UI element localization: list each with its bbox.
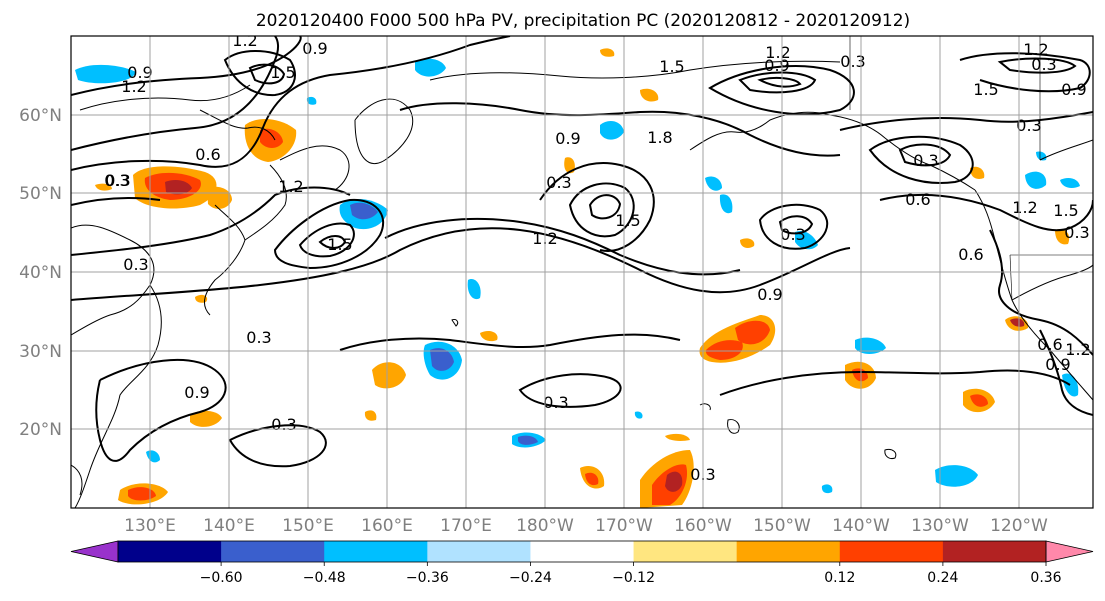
lon-label: 180°W [516, 516, 574, 536]
lon-label: 160°E [361, 516, 413, 536]
precipitation-shading [75, 48, 1080, 508]
colorbar-tick-label: −0.48 [303, 570, 346, 586]
map-frame [70, 35, 1094, 509]
contour-label: 1.8 [647, 128, 672, 147]
colorbar-segment [221, 541, 325, 562]
contour-label: 1.5 [327, 235, 352, 254]
contour-label: 0.3 [543, 393, 568, 412]
colorbar-tick-label: −0.24 [509, 570, 552, 586]
colorbar-frame [117, 540, 1047, 563]
colorbar-extend-low [70, 540, 119, 563]
colorbar-segment [942, 541, 1047, 562]
coastlines [71, 60, 1093, 508]
contour-labels: 1.20.91.21.50.90.60.30.31.21.50.30.91.51… [104, 31, 1090, 484]
contour-label: 0.9 [184, 383, 209, 402]
contour-label: 1.5 [1053, 201, 1078, 220]
colorbar-tick-label: 0.24 [927, 570, 958, 586]
contour-label: 0.3 [271, 415, 296, 434]
map-title: 2020120400 F000 500 hPa PV, precipitatio… [256, 11, 910, 31]
lon-label: 140°E [203, 516, 255, 536]
contour-label: 0.9 [764, 56, 789, 75]
contour-label: 1.2 [765, 43, 790, 62]
lon-label: 160°W [674, 516, 732, 536]
lat-label: 60°N [19, 106, 62, 126]
contour-label: 0.3 [913, 151, 938, 170]
contour-label: 0.9 [1045, 355, 1070, 374]
colorbar-segment [633, 541, 738, 562]
colorbar-tick-label: 0.12 [824, 570, 855, 586]
contour-label: 0.3 [104, 171, 129, 190]
contour-label: 0.6 [1037, 335, 1062, 354]
contour-label: 0.3 [1064, 223, 1089, 242]
graticule [71, 36, 1093, 508]
contour-label: 0.3 [780, 225, 805, 244]
colorbar-tick-label: −0.12 [612, 570, 655, 586]
contour-label: 1.2 [278, 177, 303, 196]
contour-label: 0.3 [105, 171, 130, 190]
contour-label: 0.9 [757, 285, 782, 304]
contour-label: 1.2 [1023, 40, 1048, 59]
contour-label: 1.5 [659, 57, 684, 76]
lat-label: 30°N [19, 342, 62, 362]
lat-label: 20°N [19, 420, 62, 440]
contour-label: 1.5 [270, 63, 295, 82]
colorbar [70, 540, 1094, 563]
contour-label: 0.6 [905, 190, 930, 209]
lon-label: 170°W [595, 516, 653, 536]
lat-label: 50°N [19, 184, 62, 204]
lon-label: 130°E [124, 516, 176, 536]
contour-label: 1.2 [1012, 198, 1037, 217]
contour-label: 0.3 [1031, 55, 1056, 74]
colorbar-segment [324, 541, 428, 562]
map-panel: 1.20.91.21.50.90.60.30.31.21.50.30.91.51… [19, 31, 1094, 536]
colorbar-segment [839, 541, 944, 562]
contour-label: 1.2 [121, 77, 146, 96]
longitude-labels: 130°E 140°E 150°E 160°E 170°E 180°W 170°W 160°W… [124, 516, 1048, 536]
lat-label: 40°N [19, 263, 62, 283]
colorbar-tick-labels: −0.60−0.48−0.36−0.24−0.120.120.240.360.4… [200, 562, 1062, 586]
lon-label: 120°W [990, 516, 1048, 536]
contour-label: 1.2 [232, 31, 257, 50]
contour-label: 0.3 [546, 173, 571, 192]
contour-label: 0.3 [246, 328, 271, 347]
contour-label: 1.5 [615, 211, 640, 230]
lon-label: 130°W [911, 516, 969, 536]
lon-label: 140°W [832, 516, 890, 536]
contour-label: 0.9 [302, 39, 327, 58]
lon-label: 150°E [282, 516, 334, 536]
contour-label: 0.9 [127, 63, 152, 82]
contour-label: 0.3 [1016, 116, 1041, 135]
colorbar-tick-label: −0.36 [406, 570, 449, 586]
contour-label: 1.2 [1065, 340, 1090, 359]
contour-label: 0.6 [195, 145, 220, 164]
contour-label: 0.9 [555, 129, 580, 148]
colorbar-segment [736, 541, 841, 562]
lon-label: 170°E [440, 516, 492, 536]
contour-label: 0.6 [958, 245, 983, 264]
pv-contours [71, 36, 1093, 468]
contour-label: 1.5 [973, 80, 998, 99]
contour-label: 0.3 [840, 52, 865, 71]
colorbar-tick-label: 0.36 [1030, 570, 1061, 586]
contour-label: 0.3 [123, 255, 148, 274]
colorbar-extend-high [1045, 540, 1094, 563]
colorbar-tick-label: −0.60 [200, 570, 243, 586]
colorbar-segment [530, 541, 635, 562]
contour-label: 0.9 [1061, 80, 1086, 99]
colorbar-segment [118, 541, 222, 562]
lon-label: 150°W [753, 516, 811, 536]
colorbar-segment [427, 541, 531, 562]
political-borders [849, 36, 1093, 301]
latitude-labels: 60°N 50°N 40°N 30°N 20°N [19, 106, 62, 440]
